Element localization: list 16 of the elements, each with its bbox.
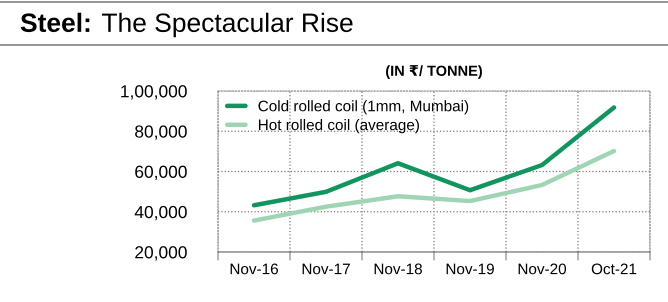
chart-subtitle: (IN ₹/ TONNE) (386, 65, 482, 79)
x-tick-label: Nov-19 (446, 264, 494, 274)
x-tick-label: Nov-20 (518, 264, 566, 274)
x-tick-label: Nov-18 (374, 264, 422, 274)
y-tick-label: 1,00,000 (121, 85, 187, 100)
y-tick-label: 20,000 (135, 246, 187, 261)
legend-label: Cold rolled coil (1mm, Mumbai) (258, 100, 468, 114)
y-tick-label: 80,000 (135, 125, 187, 140)
line-series (252, 148, 616, 223)
x-tick-label: Oct-21 (592, 264, 636, 274)
y-tick-label: 40,000 (134, 206, 187, 220)
x-tick-label: Nov-16 (230, 264, 278, 274)
legend-label: Hot rolled coil (average) (258, 118, 419, 134)
x-tick-label: Nov-17 (302, 264, 350, 274)
y-tick-label: 60,000 (135, 166, 187, 180)
chart-title: Steel: The Spectacular Rise (20, 12, 353, 38)
